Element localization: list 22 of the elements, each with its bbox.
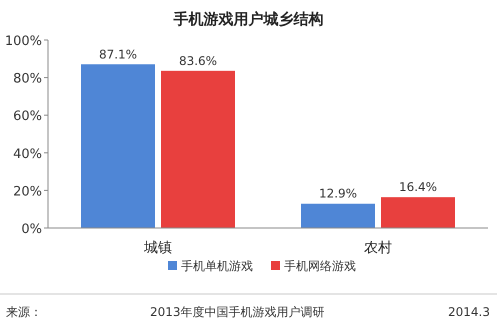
y-tick-label: 100% [4,34,42,49]
text: 12.9% [318,186,358,201]
bar [381,197,455,228]
y-tick-label: 60% [13,109,42,124]
y-tick-label: 20% [13,184,42,200]
text: 83.6% [178,54,218,68]
y-tick-label: 80% [13,72,42,87]
legend-label: 手机网络游戏 [284,259,356,273]
x-tick-label: 农村 [364,240,392,256]
text: 87.1% [98,47,138,62]
legend-label: 手机单机游戏 [181,259,253,273]
bar [301,204,375,228]
source-note: 来源： [6,305,42,319]
text: 16.4% [398,180,438,194]
text: 2013年度中国手机游戏用户调研 [150,305,325,319]
chart-title: 手机游戏用户城乡结构 [172,10,324,28]
bar [161,70,235,228]
x-tick-label: 城镇 [143,240,172,256]
y-tick-label: 0% [21,222,42,237]
y-tick-label: 40% [13,146,42,162]
bar [81,64,155,228]
text: 2014.3 [448,305,490,319]
